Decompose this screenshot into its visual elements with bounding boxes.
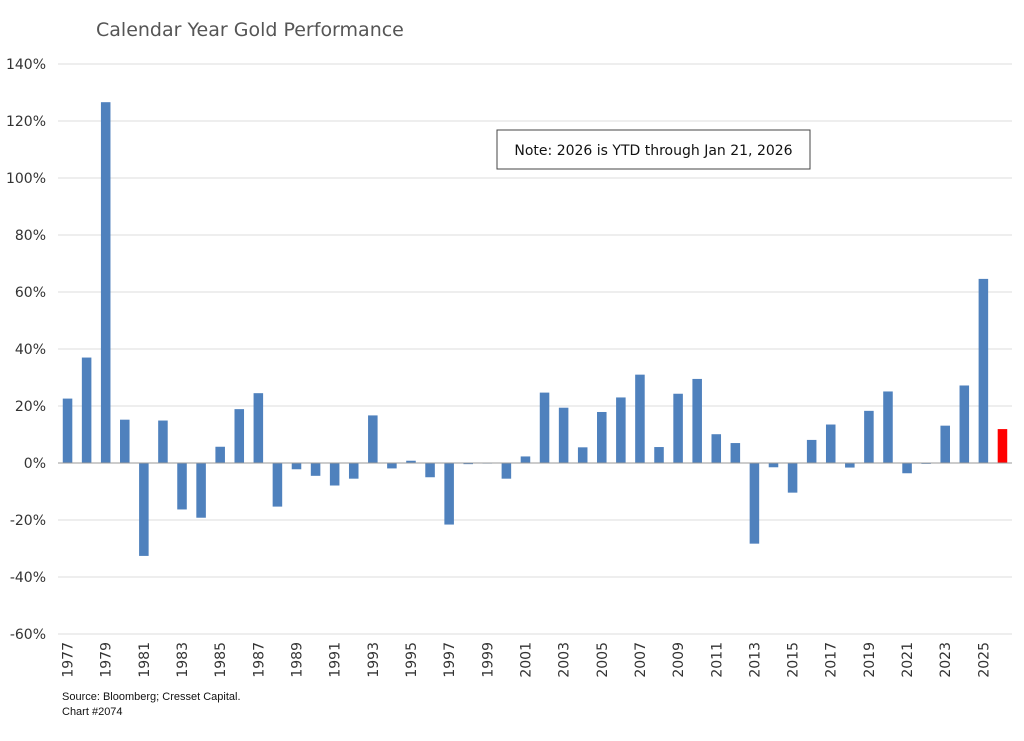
bar-1979 — [100, 102, 111, 463]
bar-1994 — [387, 463, 397, 469]
x-tick-label: 2015 — [786, 642, 802, 678]
bar-1978 — [81, 357, 92, 463]
x-tick-label: 1977 — [61, 642, 77, 678]
bar-2000 — [501, 463, 512, 479]
bar-1989 — [291, 463, 302, 470]
bar-2012 — [730, 443, 741, 463]
bar-2008 — [654, 447, 664, 463]
y-tick-label: 20% — [15, 399, 46, 415]
x-tick-label: 2009 — [671, 642, 687, 678]
bar-2001 — [520, 456, 531, 463]
bar-2010 — [692, 378, 702, 463]
x-tick-label: 1989 — [290, 642, 306, 678]
x-tick-label: 2003 — [557, 642, 573, 678]
bar-2017 — [825, 424, 836, 463]
bar-1980 — [120, 419, 130, 463]
bar-2005 — [597, 411, 607, 463]
bar-2020 — [883, 391, 893, 463]
bar-2003 — [558, 407, 569, 463]
bar-2004 — [577, 447, 588, 463]
bar-2002 — [539, 392, 550, 463]
bar-1998 — [463, 463, 473, 465]
bar-1988 — [272, 463, 283, 507]
y-tick-label: -20% — [10, 513, 46, 529]
bar-1992 — [348, 463, 359, 479]
y-axis-labels: -60% -40% -20% 0% 20% 40% 60% 80% 100% 120% 140% — [6, 57, 46, 643]
x-tick-label: 1995 — [404, 642, 420, 678]
x-tick-label: 1983 — [175, 642, 191, 678]
y-tick-label: 120% — [6, 114, 46, 130]
y-tick-label: -40% — [10, 570, 46, 586]
x-tick-label: 2025 — [976, 642, 992, 678]
x-tick-label: 2011 — [709, 642, 725, 678]
x-tick-label: 2013 — [747, 642, 763, 678]
x-tick-label: 1981 — [137, 642, 153, 678]
bar-2024 — [959, 385, 970, 463]
x-tick-label: 2023 — [938, 642, 954, 678]
source-text: Source: Bloomberg; Cresset Capital. — [62, 691, 241, 703]
bar-2015 — [787, 463, 798, 493]
bar-2026 — [997, 429, 1008, 463]
bar-1981 — [139, 463, 149, 556]
bar-2021 — [902, 463, 912, 474]
y-tick-label: -60% — [10, 627, 46, 643]
bars — [62, 102, 1008, 556]
x-tick-label: 1991 — [328, 642, 344, 678]
y-tick-label: 0% — [24, 456, 46, 472]
bar-1977 — [62, 398, 73, 463]
bar-2007 — [635, 374, 645, 463]
x-tick-label: 1985 — [213, 642, 229, 678]
x-tick-label: 2007 — [633, 642, 649, 678]
bar-1990 — [310, 463, 321, 476]
bar-2025 — [978, 278, 989, 463]
bar-1993 — [368, 415, 378, 463]
bar-2006 — [616, 397, 626, 463]
note-box-border — [496, 129, 811, 170]
bar-2009 — [673, 393, 683, 463]
x-tick-label: 2021 — [900, 642, 916, 678]
y-tick-label: 40% — [15, 342, 46, 358]
bar-2019 — [864, 410, 874, 463]
chart-id-text: Chart #2074 — [62, 706, 123, 718]
bar-2013 — [749, 463, 760, 544]
x-tick-label: 2001 — [518, 642, 534, 678]
bar-1986 — [234, 409, 245, 463]
bar-2011 — [711, 434, 722, 463]
bar-2018 — [845, 463, 855, 468]
x-tick-label: 1987 — [251, 642, 267, 678]
x-tick-label: 1999 — [480, 642, 496, 678]
bar-2014 — [768, 463, 779, 468]
bar-1985 — [215, 446, 225, 463]
x-tick-label: 2005 — [595, 642, 611, 678]
note-box: Note: 2026 is YTD through Jan 21, 2026 — [496, 129, 811, 170]
x-tick-label: 2017 — [824, 642, 840, 678]
y-tick-label: 60% — [15, 285, 46, 301]
y-tick-label: 80% — [15, 228, 46, 244]
y-tick-label: 100% — [6, 171, 46, 187]
bar-1996 — [425, 463, 435, 478]
y-tick-label: 140% — [6, 57, 46, 73]
gridlines — [58, 63, 1012, 635]
bar-1987 — [253, 393, 264, 463]
x-tick-label: 2019 — [862, 642, 878, 678]
bar-2016 — [806, 439, 817, 463]
x-tick-label: 1997 — [442, 642, 458, 678]
x-tick-label: 1979 — [99, 642, 115, 678]
bar-1984 — [196, 463, 206, 518]
bar-1995 — [406, 460, 416, 463]
bar-1997 — [444, 463, 454, 525]
chart-title: Calendar Year Gold Performance — [96, 19, 404, 41]
bar-1991 — [329, 463, 340, 486]
bar-1982 — [158, 420, 168, 463]
x-tick-label: 1993 — [366, 642, 382, 678]
note-text: Note: 2026 is YTD through Jan 21, 2026 — [514, 143, 792, 159]
x-axis-labels: 1977 1979 1981 1983 1985 1987 1989 1991 1993 1995… — [61, 642, 993, 678]
bar-1983 — [177, 463, 187, 510]
bar-2023 — [940, 425, 950, 463]
